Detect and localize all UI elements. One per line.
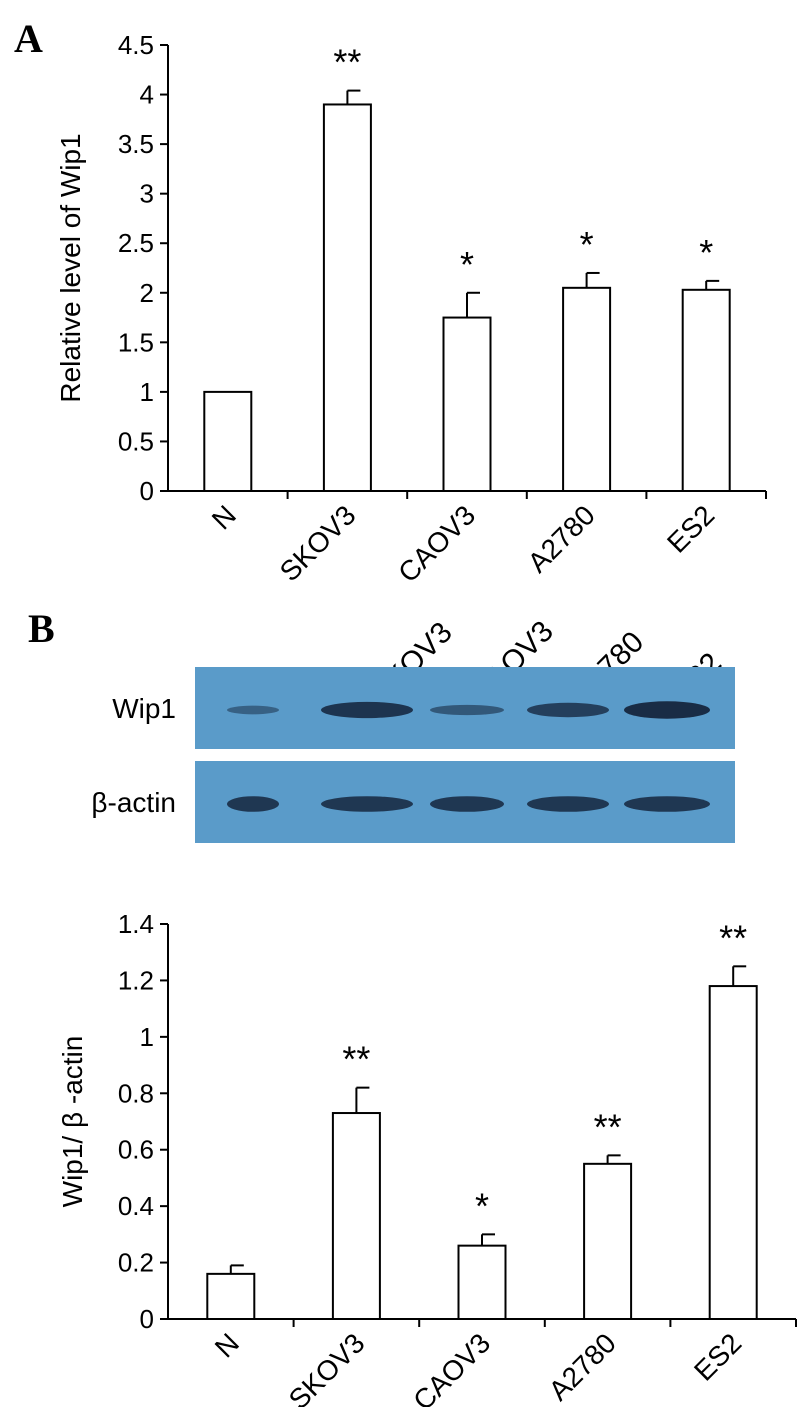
chart-a: 0 0.5 1 1.5 2 2.5 3 3.5 4 4.5 N ** SKOV3 * CAOV3 * A2780… bbox=[55, 30, 767, 588]
chart-b-y-tick-label: 0.8 bbox=[118, 1078, 154, 1108]
blot-band bbox=[430, 796, 504, 812]
chart-b-bar-n bbox=[206, 1272, 256, 1321]
chart-b-bar-es2 bbox=[708, 985, 758, 1320]
panel-a-letter: A bbox=[14, 16, 43, 61]
chart-b-significance-a2780: ** bbox=[594, 1106, 622, 1147]
chart-a-y-axis-title: Relative level of Wip1 bbox=[55, 133, 86, 402]
blot-band bbox=[321, 701, 413, 719]
western-blot: NSKOV3CAOV3A2780ES2Wip1β-actin bbox=[91, 615, 735, 843]
blot-band bbox=[527, 702, 609, 718]
chart-a-bar-es2 bbox=[681, 288, 731, 492]
chart-b-x-tick-label: ES2 bbox=[688, 1327, 747, 1386]
chart-a-y-tick-label: 4 bbox=[140, 80, 154, 110]
blot-band bbox=[624, 701, 710, 719]
chart-a-y-tick-label: 1.5 bbox=[118, 327, 154, 357]
blot-band bbox=[227, 796, 279, 812]
chart-a-x-tick-label: CAOV3 bbox=[392, 499, 481, 588]
chart-a-x-tick-label: SKOV3 bbox=[274, 499, 362, 587]
blot-row-label: Wip1 bbox=[112, 693, 176, 724]
chart-b-y-tick-label: 0.2 bbox=[118, 1248, 154, 1278]
chart-a-y-tick-label: 2.5 bbox=[118, 228, 154, 258]
chart-b-x-tick-label: N bbox=[209, 1327, 245, 1363]
blot-band bbox=[321, 796, 413, 812]
chart-a-significance-skov3: ** bbox=[333, 42, 361, 83]
chart-b-significance-skov3: ** bbox=[342, 1039, 370, 1080]
chart-b-y-tick-label: 1 bbox=[140, 1022, 154, 1052]
chart-b-x-tick-label: A2780 bbox=[543, 1327, 622, 1406]
chart-b-y-tick-label: 1.4 bbox=[118, 909, 154, 939]
blot-band bbox=[527, 796, 609, 812]
chart-b-y-axis-title: Wip1/ β -actin bbox=[57, 1036, 88, 1208]
chart-a-y-tick-label: 2 bbox=[140, 278, 154, 308]
chart-b-bar-caov3 bbox=[457, 1244, 507, 1320]
chart-a-y-tick-label: 1 bbox=[140, 377, 154, 407]
chart-a-x-tick-label: A2780 bbox=[522, 499, 601, 578]
chart-a-y-tick-label: 3.5 bbox=[118, 129, 154, 159]
blot-band bbox=[624, 796, 710, 812]
chart-b-y-tick-label: 1.2 bbox=[118, 965, 154, 995]
chart-b-significance-caov3: * bbox=[475, 1185, 489, 1226]
chart-a-x-tick-label: N bbox=[206, 499, 242, 535]
chart-a-y-tick-label: 0.5 bbox=[118, 426, 154, 456]
blot-band bbox=[227, 705, 279, 715]
chart-b-x-tick-label: SKOV3 bbox=[283, 1327, 371, 1407]
chart-a-significance-es2: * bbox=[699, 232, 713, 273]
chart-a-y-tick-label: 3 bbox=[140, 179, 154, 209]
chart-b-significance-es2: ** bbox=[719, 917, 747, 958]
chart-a-y-tick-label: 4.5 bbox=[118, 30, 154, 60]
blot-row-label: β-actin bbox=[91, 787, 176, 818]
panel-b-letter: B bbox=[28, 606, 55, 651]
chart-a-bar-caov3 bbox=[442, 316, 492, 492]
chart-a-bar-skov3 bbox=[322, 103, 372, 492]
chart-a-significance-caov3: * bbox=[460, 244, 474, 285]
chart-a-y-tick-label: 0 bbox=[140, 476, 154, 506]
chart-b-bar-skov3 bbox=[331, 1112, 381, 1321]
chart-b-y-tick-label: 0 bbox=[140, 1304, 154, 1334]
chart-a-bar-a2780 bbox=[562, 286, 612, 493]
chart-a-x-tick-label: ES2 bbox=[661, 499, 720, 558]
blot-band bbox=[430, 704, 504, 716]
chart-a-bar-n bbox=[203, 390, 253, 492]
chart-b: 0 0.2 0.4 0.6 0.8 1 1.2 1.4 N ** SKOV3 * CAOV3 ** A278… bbox=[57, 909, 797, 1407]
chart-b-y-tick-label: 0.6 bbox=[118, 1135, 154, 1165]
chart-a-significance-a2780: * bbox=[580, 224, 594, 265]
chart-b-bar-a2780 bbox=[583, 1162, 633, 1320]
chart-b-x-tick-label: CAOV3 bbox=[407, 1327, 496, 1407]
chart-b-y-tick-label: 0.4 bbox=[118, 1191, 154, 1221]
